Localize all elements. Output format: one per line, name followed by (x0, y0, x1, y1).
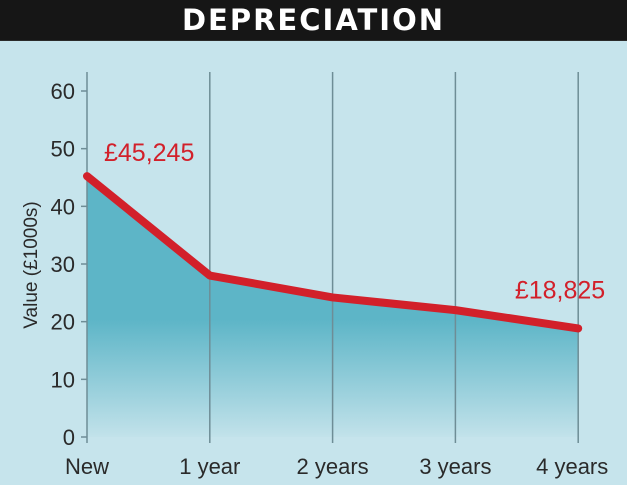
y-axis-label: Value (£1000s) (21, 201, 42, 328)
data-label: £18,825 (515, 276, 605, 304)
y-tick-label: 50 (51, 137, 75, 162)
x-tick-label: New (65, 454, 109, 479)
y-tick-label: 60 (51, 79, 75, 104)
chart-title-bar: DEPRECIATION (0, 0, 627, 41)
x-tick-label: 1 year (179, 454, 240, 479)
y-tick-label: 10 (51, 367, 75, 392)
x-tick-label: 4 years (536, 454, 608, 479)
y-tick-label: 20 (51, 310, 75, 335)
y-tick-label: 30 (51, 252, 75, 277)
y-tick-label: 0 (63, 425, 75, 450)
chart-title: DEPRECIATION (181, 3, 446, 37)
x-tick-label: 3 years (419, 454, 491, 479)
y-tick-label: 40 (51, 194, 75, 219)
data-label: £45,245 (104, 139, 194, 167)
x-tick-label: 2 years (297, 454, 369, 479)
